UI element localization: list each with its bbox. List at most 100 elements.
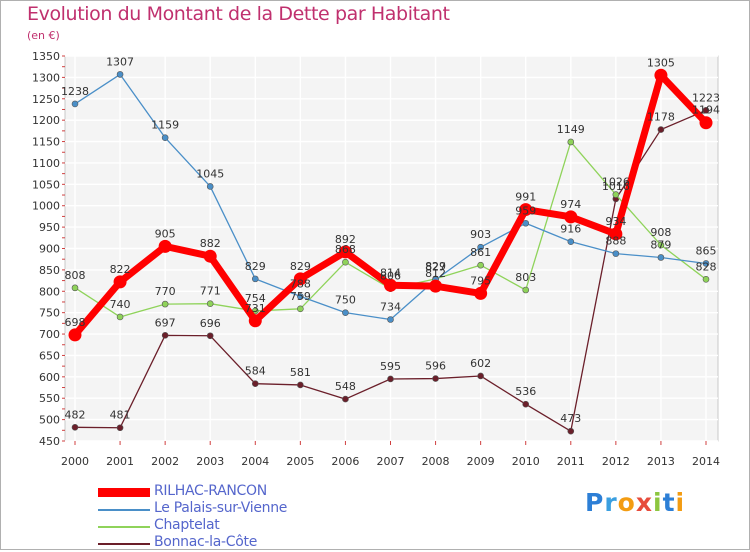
- series-point: [612, 191, 620, 198]
- data-label: 595: [380, 360, 401, 373]
- x-tick-label: 2011: [557, 455, 585, 468]
- series-point: [297, 381, 304, 389]
- data-label: 1026: [602, 176, 630, 189]
- data-label: 770: [155, 285, 176, 298]
- data-label: 548: [335, 380, 356, 393]
- x-tick-label: 2008: [422, 455, 450, 468]
- series-point: [116, 424, 124, 432]
- series-point: [564, 210, 578, 224]
- data-label: 759: [290, 290, 311, 303]
- series-point: [297, 305, 304, 313]
- y-tick-label: 1250: [32, 93, 60, 106]
- y-tick-label: 700: [39, 328, 60, 341]
- y-tick-label: 550: [39, 392, 60, 405]
- series-point: [657, 241, 665, 249]
- data-label: 696: [200, 317, 221, 330]
- data-label: 1045: [196, 167, 224, 180]
- series-point: [161, 300, 169, 308]
- data-label: 754: [245, 292, 266, 305]
- data-label: 888: [605, 235, 626, 248]
- data-label: 806: [380, 270, 401, 283]
- data-label: 991: [515, 191, 536, 204]
- y-tick-label: 1050: [32, 178, 60, 191]
- y-tick-label: 1300: [32, 71, 60, 84]
- series-point: [161, 332, 169, 339]
- y-tick-label: 1350: [32, 50, 60, 63]
- data-label: 892: [335, 233, 356, 246]
- data-label: 868: [335, 243, 356, 256]
- series-point: [206, 332, 214, 340]
- series-point: [702, 107, 710, 114]
- data-label: 697: [155, 316, 176, 329]
- y-tick-label: 800: [39, 285, 60, 298]
- legend-label: Bonnac-la-Côte: [154, 534, 258, 550]
- series-point: [429, 279, 443, 293]
- data-label: 803: [515, 271, 536, 284]
- y-tick-label: 1000: [32, 200, 60, 213]
- y-tick-label: 450: [39, 435, 60, 448]
- series-point: [657, 126, 665, 133]
- data-label: 829: [290, 260, 311, 273]
- data-label: 1238: [61, 85, 89, 98]
- data-label: 822: [110, 263, 131, 276]
- data-label: 482: [65, 408, 86, 421]
- series-point: [387, 316, 394, 323]
- series-point: [297, 293, 304, 300]
- series-point: [609, 227, 623, 241]
- data-label: 536: [515, 385, 536, 398]
- series-point: [702, 260, 710, 267]
- x-tick-label: 2002: [151, 455, 179, 468]
- x-tick-label: 2014: [692, 455, 720, 468]
- series-point: [612, 250, 620, 257]
- series-point: [567, 238, 575, 245]
- series-point: [342, 395, 349, 403]
- series-point: [293, 272, 307, 286]
- series-point: [477, 261, 484, 269]
- x-tick-label: 2010: [512, 455, 540, 468]
- line-chart: 450 500 550 600 650 700 750 800 850 900 950 1000 105…: [32, 50, 720, 468]
- data-label: 1016: [602, 180, 630, 193]
- series-point: [71, 284, 79, 292]
- data-label: 731: [245, 302, 266, 315]
- series-point: [702, 275, 710, 283]
- data-label: 734: [380, 301, 401, 314]
- x-tick-label: 2004: [241, 455, 269, 468]
- series-point: [522, 286, 530, 294]
- data-label: 771: [200, 285, 221, 298]
- series-point: [522, 219, 530, 227]
- x-tick-label: 2001: [106, 455, 134, 468]
- series-point: [384, 278, 397, 292]
- data-label: 882: [200, 237, 221, 250]
- data-label: 788: [290, 277, 311, 290]
- data-label: 795: [470, 274, 491, 287]
- series-point: [248, 314, 262, 328]
- series-point: [567, 138, 575, 146]
- x-tick-label: 2005: [286, 455, 314, 468]
- data-label: 829: [425, 260, 446, 273]
- series-point: [432, 375, 439, 382]
- series-point: [203, 249, 217, 263]
- series-point: [387, 375, 394, 383]
- series-point: [116, 313, 124, 321]
- legend-swatch: [98, 488, 150, 497]
- y-tick-label: 1150: [32, 136, 60, 149]
- chart-subtitle: (en €): [27, 29, 60, 42]
- series-point: [251, 275, 259, 283]
- data-label: 827: [425, 261, 446, 274]
- series-point: [477, 243, 484, 251]
- data-label: 812: [425, 267, 446, 280]
- data-label: 959: [515, 204, 536, 217]
- data-label: 908: [650, 226, 671, 239]
- data-label: 602: [470, 357, 491, 370]
- data-label: 473: [560, 412, 581, 425]
- data-label: 905: [155, 227, 176, 240]
- series-point: [251, 380, 259, 387]
- x-tick-label: 2006: [331, 455, 359, 468]
- chart-title: Evolution du Montant de la Dette par Hab…: [27, 3, 450, 25]
- series-point: [68, 328, 82, 342]
- x-tick-label: 2000: [61, 455, 89, 468]
- legend-label: RILHAC-RANCON: [154, 483, 267, 499]
- series-point: [206, 300, 214, 307]
- x-tick-label: 2012: [602, 455, 630, 468]
- y-tick-label: 650: [39, 349, 60, 362]
